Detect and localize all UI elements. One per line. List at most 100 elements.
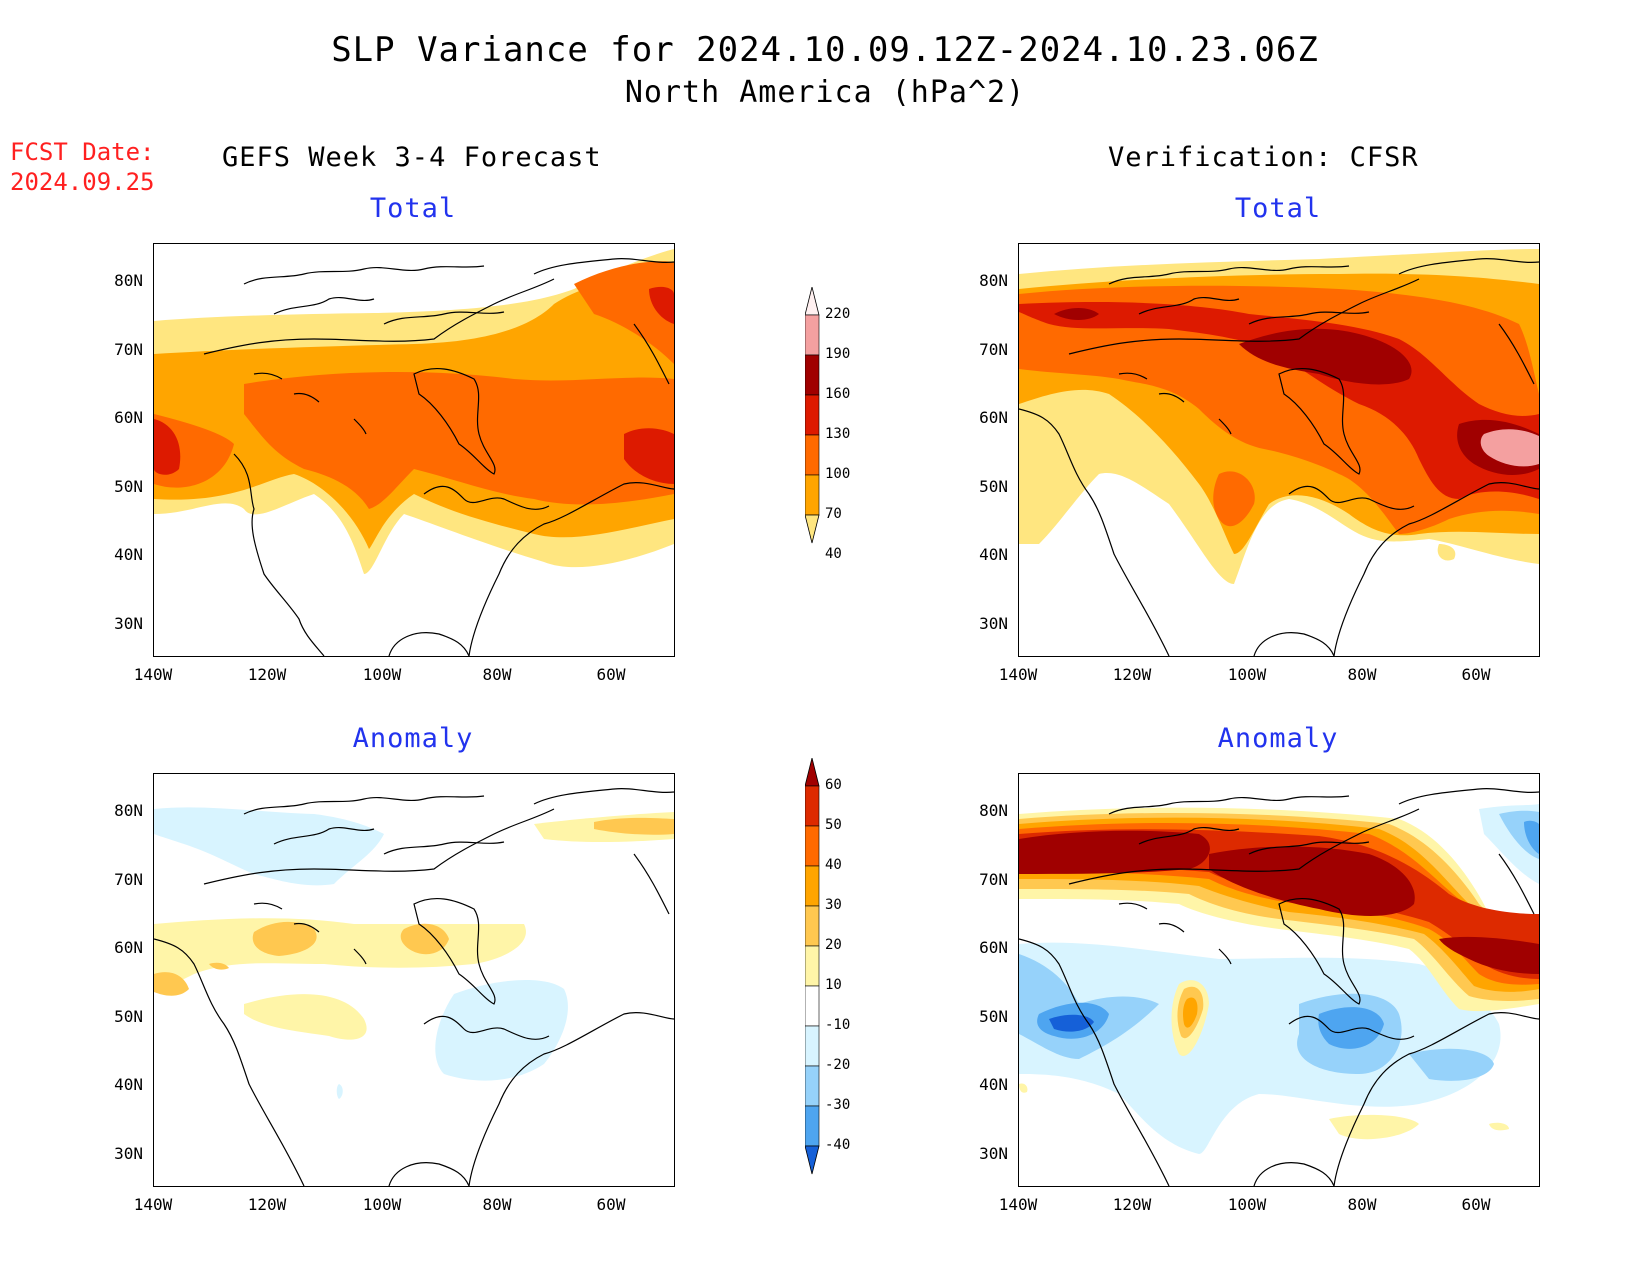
verification-total-field xyxy=(1019,249,1539,656)
right-column-title: Verification: CFSR xyxy=(1108,142,1419,173)
lon-label: 80W xyxy=(482,1195,512,1214)
lat-label: 80N xyxy=(979,801,1008,820)
colorbar-anomaly-bar xyxy=(805,758,820,1175)
lat-label: 60N xyxy=(114,938,143,957)
colorbar-anomaly-level-label: -30 xyxy=(825,1097,851,1113)
lon-label: 60W xyxy=(1461,1195,1491,1214)
colorbar-anomaly-level-label: -40 xyxy=(825,1137,851,1153)
lat-label: 70N xyxy=(114,870,143,889)
forecast-anomaly-coastlines xyxy=(154,788,674,1186)
colorbar-anomaly-level-label: 50 xyxy=(825,817,842,833)
verification-anomaly-field xyxy=(1019,788,1539,1186)
colorbar-total-level-label: 70 xyxy=(825,506,842,522)
colorbar-total-level-label: 100 xyxy=(825,466,851,482)
lat-label: 30N xyxy=(979,614,1008,633)
map-verification-anomaly xyxy=(1018,773,1540,1187)
colorbar-anomaly-segment xyxy=(805,905,820,947)
verification-anomaly-coastlines xyxy=(1019,788,1539,1186)
colorbar-anomaly-level-label: -20 xyxy=(825,1057,851,1073)
panel-title-forecast-total: Total xyxy=(369,193,457,224)
colorbar-total-level-label: 160 xyxy=(825,386,851,402)
colorbar-anomaly-segment xyxy=(805,1025,820,1067)
panel-title-verification-anomaly: Anomaly xyxy=(1217,723,1339,754)
lon-label: 60W xyxy=(1461,665,1491,684)
lat-label: 50N xyxy=(979,477,1008,496)
lon-label: 80W xyxy=(1347,665,1377,684)
colorbar-anomaly-segment xyxy=(805,785,820,827)
fcst-date-label: FCST Date: xyxy=(10,138,155,166)
lon-label: 100W xyxy=(362,1195,402,1214)
map-forecast-anomaly xyxy=(153,773,675,1187)
colorbar-anomaly-segment xyxy=(805,865,820,907)
lon-label: 140W xyxy=(133,665,173,684)
colorbar-anomaly-top-extend xyxy=(805,758,820,787)
lat-label: 50N xyxy=(114,1007,143,1026)
verification-total-coastlines xyxy=(1019,258,1539,656)
lat-label: 40N xyxy=(114,1075,143,1094)
colorbar-anomaly-segment xyxy=(805,945,820,987)
lon-label: 120W xyxy=(1112,1195,1152,1214)
left-column-title: GEFS Week 3-4 Forecast xyxy=(222,142,602,173)
colorbar-total-segment xyxy=(805,474,820,516)
lon-label: 100W xyxy=(362,665,402,684)
colorbar-anomaly-segment xyxy=(805,825,820,867)
colorbar-total-segment xyxy=(805,434,820,476)
lon-label: 100W xyxy=(1227,665,1267,684)
lat-label: 50N xyxy=(114,477,143,496)
colorbar-anomaly-level-label: 60 xyxy=(825,777,842,793)
lat-label: 60N xyxy=(114,408,143,427)
colorbar-anomaly-segment xyxy=(805,1065,820,1107)
lon-label: 140W xyxy=(998,1195,1038,1214)
colorbar-anomaly-segment xyxy=(805,1105,820,1147)
lon-label: 120W xyxy=(247,665,287,684)
lat-label: 30N xyxy=(114,614,143,633)
colorbar-anomaly-bottom-extend xyxy=(805,1145,820,1175)
lat-label: 30N xyxy=(979,1144,1008,1163)
lat-label: 40N xyxy=(979,545,1008,564)
lon-label: 80W xyxy=(482,665,512,684)
colorbar-total-level-label: 220 xyxy=(825,306,851,322)
lon-label: 60W xyxy=(596,1195,626,1214)
lat-label: 70N xyxy=(979,340,1008,359)
colorbar-anomaly-segment xyxy=(805,985,820,1027)
fcst-date-value: 2024.09.25 xyxy=(10,168,155,196)
colorbar-total-level-label: 130 xyxy=(825,426,851,442)
figure-title: SLP Variance for 2024.10.09.12Z-2024.10.… xyxy=(331,30,1319,70)
colorbar-anomaly-level-label: 10 xyxy=(825,977,842,993)
panel-title-verification-total: Total xyxy=(1234,193,1322,224)
colorbar-anomaly-level-label: 20 xyxy=(825,937,842,953)
lon-label: 60W xyxy=(596,665,626,684)
forecast-total-field xyxy=(154,249,674,656)
colorbar-anomaly-level-label: 40 xyxy=(825,857,842,873)
lat-label: 60N xyxy=(979,408,1008,427)
lon-label: 100W xyxy=(1227,1195,1267,1214)
colorbar-total-bar xyxy=(805,287,820,544)
lat-label: 80N xyxy=(979,271,1008,290)
lon-label: 120W xyxy=(1112,665,1152,684)
panel-title-forecast-anomaly: Anomaly xyxy=(352,723,474,754)
lon-label: 140W xyxy=(133,1195,173,1214)
colorbar-total-bottom-extend xyxy=(805,514,820,544)
colorbar-total-segment xyxy=(805,354,820,396)
map-verification-total xyxy=(1018,243,1540,657)
colorbar-anomaly-level-label: -10 xyxy=(825,1017,851,1033)
colorbar-total-segment xyxy=(805,314,820,356)
lon-label: 80W xyxy=(1347,1195,1377,1214)
forecast-total-coastlines xyxy=(203,258,674,656)
colorbar-total-level-label: 40 xyxy=(825,546,842,562)
lat-label: 60N xyxy=(979,938,1008,957)
lat-label: 80N xyxy=(114,801,143,820)
colorbar-total-top-extend xyxy=(805,287,820,316)
lon-label: 120W xyxy=(247,1195,287,1214)
colorbar-total-level-label: 190 xyxy=(825,346,851,362)
colorbar-anomaly-level-label: 30 xyxy=(825,897,842,913)
lon-label: 140W xyxy=(998,665,1038,684)
lat-label: 80N xyxy=(114,271,143,290)
lat-label: 30N xyxy=(114,1144,143,1163)
figure-subtitle: North America (hPa^2) xyxy=(624,75,1026,110)
lat-label: 50N xyxy=(979,1007,1008,1026)
forecast-anomaly-field xyxy=(154,788,674,1186)
colorbar-total-segment xyxy=(805,394,820,436)
lat-label: 70N xyxy=(114,340,143,359)
lat-label: 70N xyxy=(979,870,1008,889)
